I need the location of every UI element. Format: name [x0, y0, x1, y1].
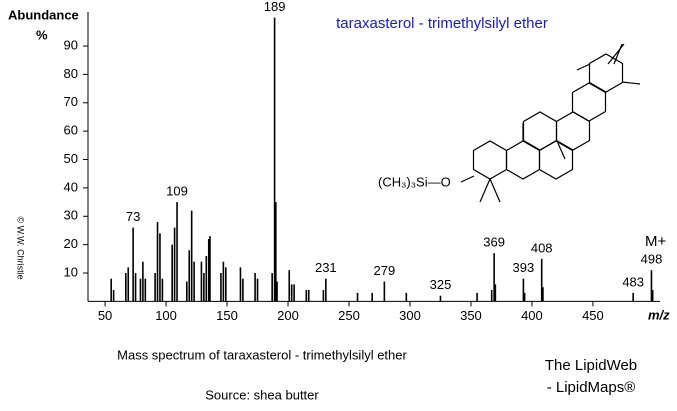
caption: Mass spectrum of taraxasterol - trimethy… [117, 347, 407, 362]
y-tick-label: 20 [64, 236, 78, 251]
ring [472, 140, 508, 180]
bond [460, 175, 475, 183]
peak-label: 325 [430, 277, 452, 292]
bond [479, 178, 491, 203]
peak-label: 231 [315, 260, 337, 275]
credit: © W.W. Christie [16, 216, 26, 279]
x-tick-label: 50 [98, 308, 112, 323]
peak-label: 109 [166, 184, 188, 199]
y-axis-label: Abundance [8, 7, 79, 22]
x-axis-label: m/z [648, 307, 670, 322]
ring [538, 140, 574, 180]
peak-label: 279 [374, 263, 396, 278]
annotation: M+ [645, 233, 666, 250]
y-tick-label: 70 [64, 94, 78, 109]
ring [588, 53, 624, 93]
peak-label: 408 [531, 240, 553, 255]
x-tick-label: 400 [521, 308, 543, 323]
peak-label: 483 [622, 274, 644, 289]
ring [555, 111, 591, 151]
y-tick-label: 90 [64, 37, 78, 52]
peak-label: 369 [483, 235, 505, 250]
peak-label: 498 [641, 252, 663, 267]
x-tick-label: 100 [155, 308, 177, 323]
y-tick-label: 60 [64, 123, 78, 138]
peak-label: 189 [264, 0, 286, 14]
x-tick-label: 350 [460, 308, 482, 323]
y-tick-label: 30 [64, 208, 78, 223]
structure-label: (CH₃)₃Si—O [378, 174, 451, 189]
y-tick-label: 40 [64, 179, 78, 194]
x-tick-label: 250 [338, 308, 360, 323]
bond [607, 43, 625, 65]
structure [460, 43, 641, 203]
y-tick-label: 50 [64, 151, 78, 166]
peak-label: 393 [513, 260, 535, 275]
x-tick-label: 150 [216, 308, 238, 323]
y-tick-label: 80 [64, 66, 78, 81]
bond [621, 81, 641, 85]
x-tick-label: 450 [582, 308, 604, 323]
bond [556, 140, 566, 160]
peak-label: 73 [126, 209, 140, 224]
brand: The LipidWeb [545, 357, 637, 374]
chart-title: taraxasterol - trimethylsilyl ether [336, 15, 548, 32]
ring [571, 82, 607, 122]
bond [489, 178, 501, 203]
x-tick-label: 300 [399, 308, 421, 323]
y-unit: % [36, 27, 48, 42]
x-tick-label: 200 [277, 308, 299, 323]
bond [576, 63, 591, 71]
brand-sub: - LipidMaps® [547, 379, 636, 396]
source: Source: shea butter [205, 387, 319, 402]
y-tick-label: 10 [64, 264, 78, 279]
